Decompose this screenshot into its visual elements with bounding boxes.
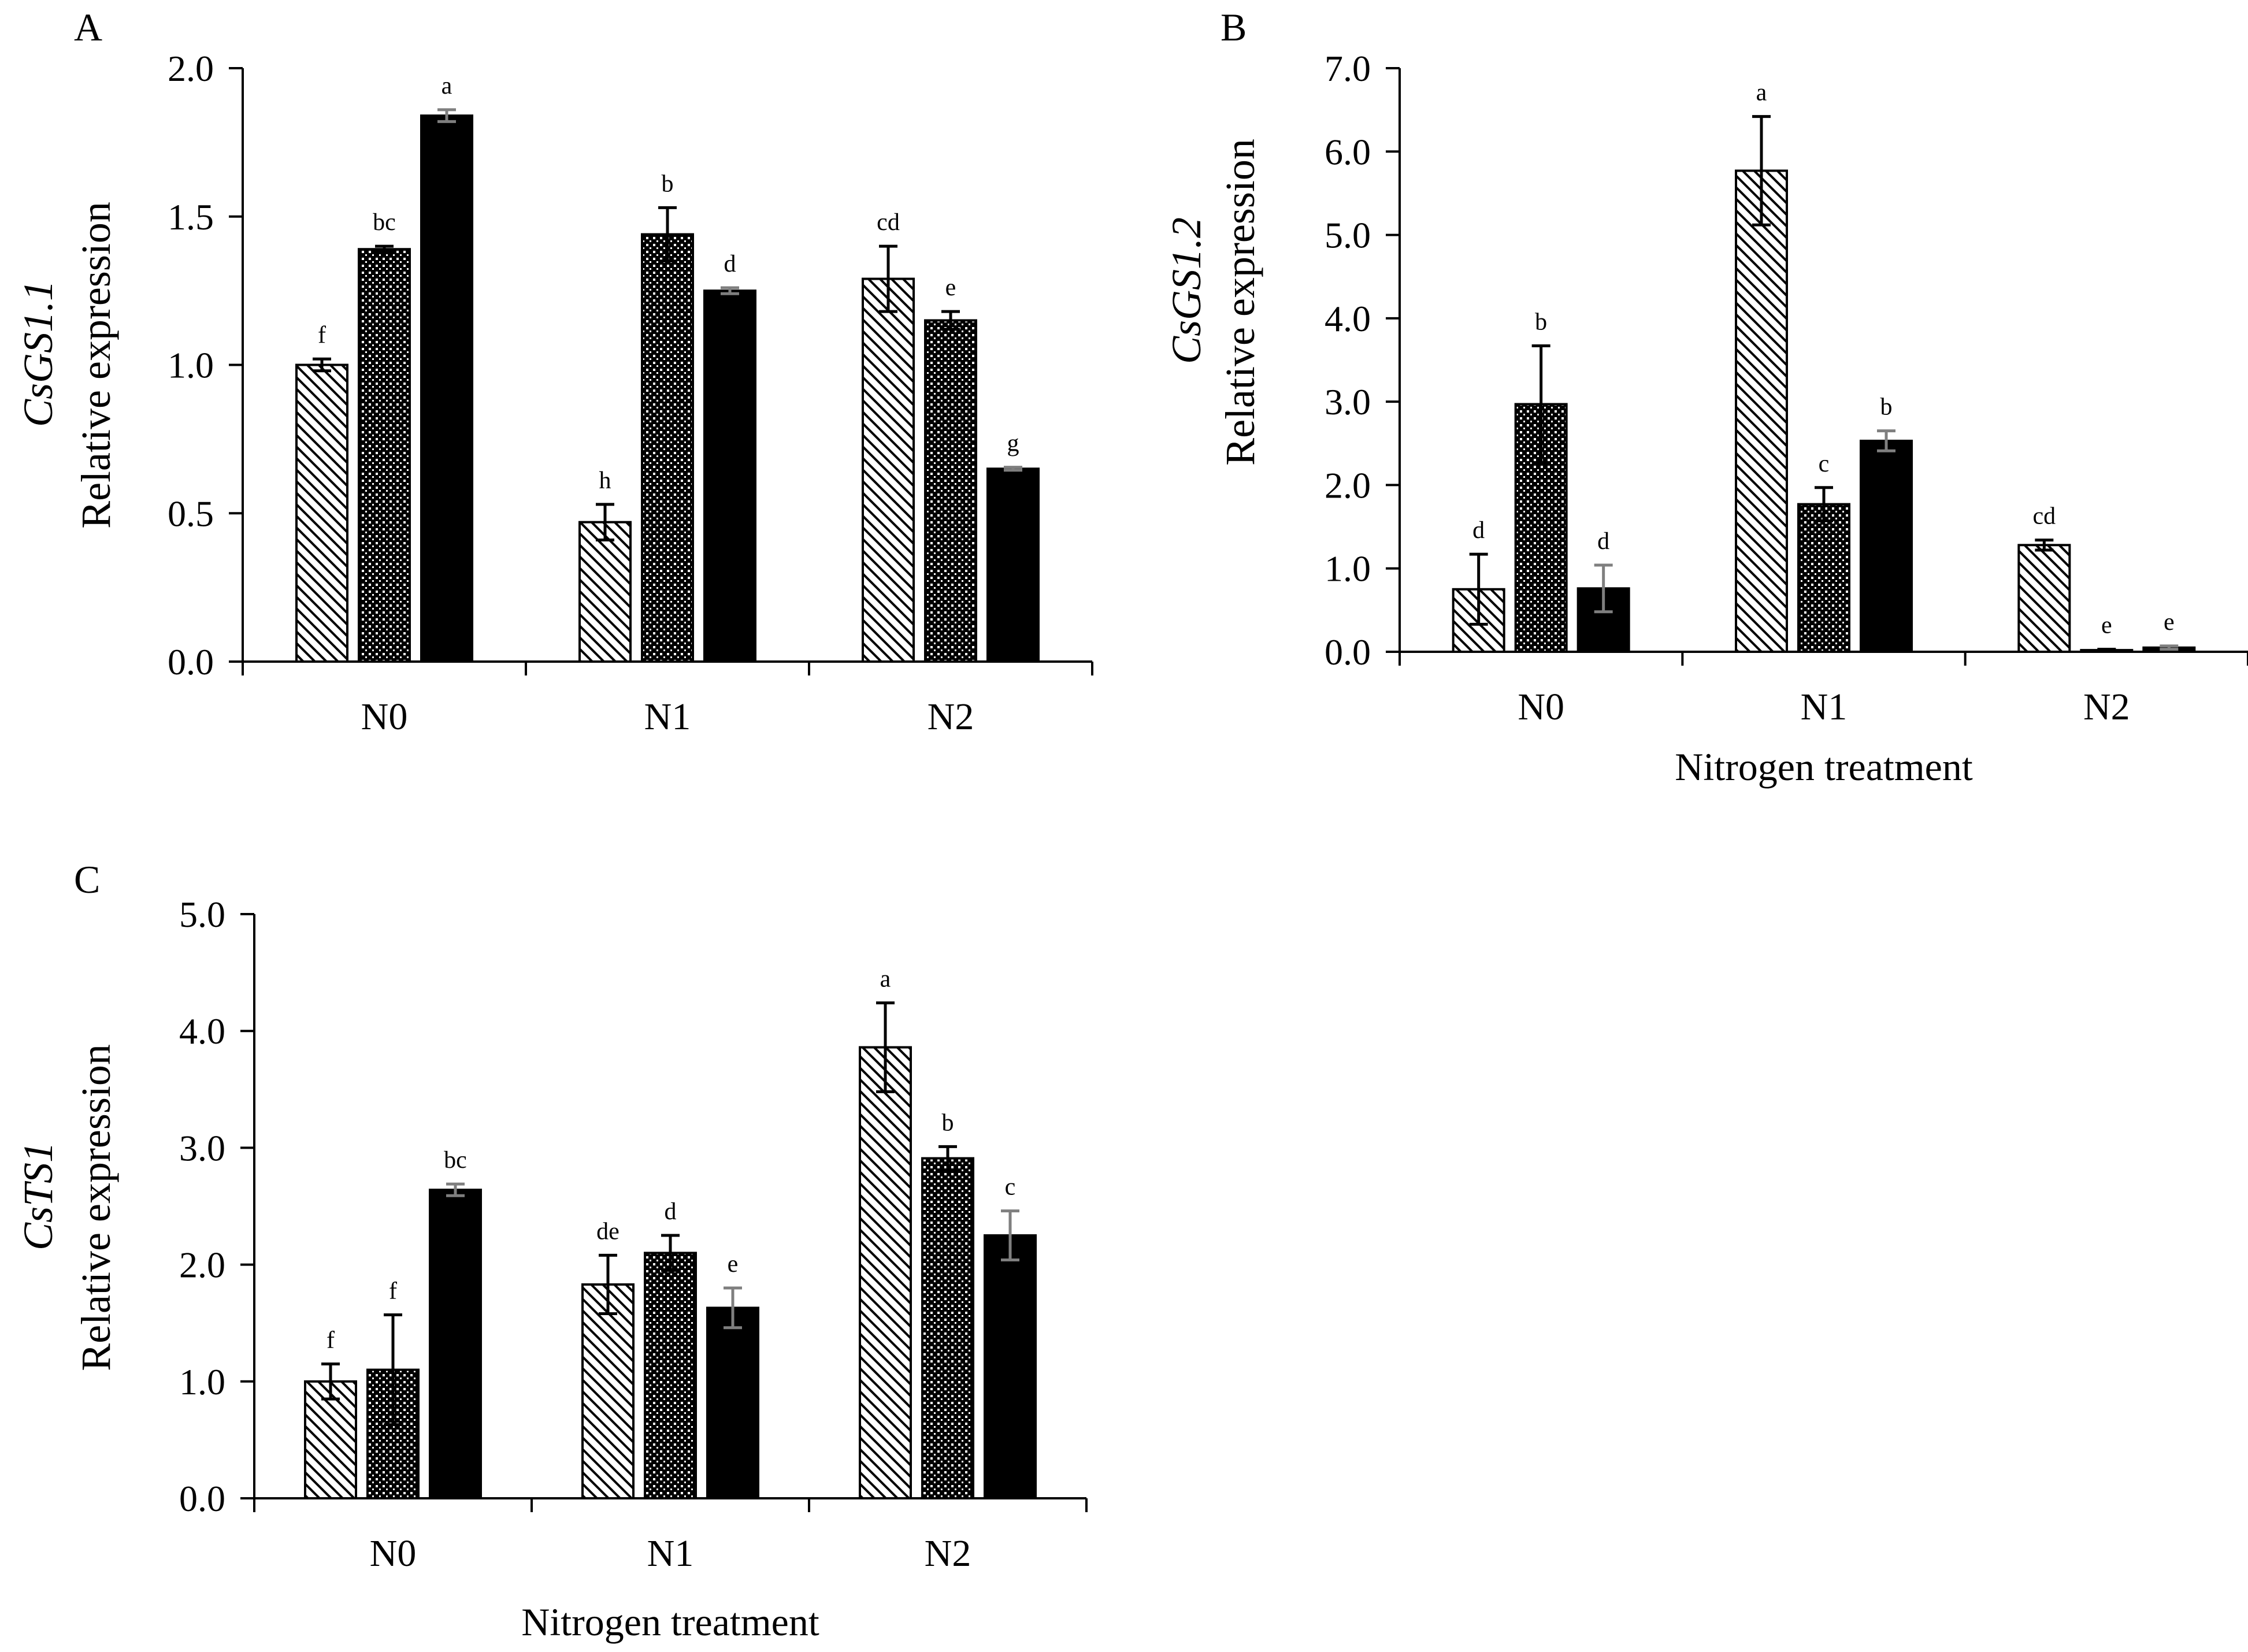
y-tick-label: 5.0 [1325, 215, 1371, 256]
bar-series-3 [706, 1306, 759, 1500]
category-label: N1 [644, 696, 691, 738]
x-axis-label: Nitrogen treatment [521, 1600, 819, 1644]
significance-label: f [389, 1278, 397, 1305]
bar-series-1 [2017, 544, 2071, 653]
bar-series-2 [1797, 503, 1850, 653]
chart-panels: A0.00.51.01.52.0N0fbcaN1hbdN2cdegRelativ… [15, 5, 2248, 1644]
category-label: N2 [928, 696, 974, 738]
category-label: N1 [1801, 686, 1848, 728]
y-tick-label: 1.0 [1325, 548, 1371, 589]
significance-label: a [880, 966, 891, 993]
y-tick-label: 5.0 [179, 894, 225, 935]
significance-label: b [1880, 394, 1893, 421]
significance-label: f [318, 322, 326, 348]
bar-series-1 [862, 277, 915, 663]
category-label: N0 [1518, 686, 1564, 728]
significance-label: e [2164, 609, 2175, 636]
significance-label: e [728, 1251, 739, 1278]
bar-series-3 [1576, 587, 1630, 653]
y-tick-label: 6.0 [1325, 131, 1371, 172]
bar-series-1 [578, 521, 632, 663]
y-tick-label: 0.0 [168, 641, 214, 682]
y-tick-label: 3.0 [179, 1127, 225, 1168]
y-axis-label: Relative expression [1217, 139, 1263, 466]
bar-series-2 [921, 1157, 974, 1499]
significance-label: b [662, 170, 674, 197]
bar-series-2 [641, 233, 694, 663]
bar-series-3 [703, 289, 756, 663]
significance-label: a [442, 73, 452, 99]
significance-label: d [665, 1198, 677, 1225]
significance-label: b [1535, 309, 1547, 335]
panel-letter: A [74, 5, 102, 49]
bar-series-3 [1860, 439, 1913, 653]
y-tick-label: 1.0 [179, 1361, 225, 1402]
y-tick-label: 2.0 [179, 1245, 225, 1286]
x-axis-label: Nitrogen treatment [1675, 745, 1973, 789]
y-tick-label: 2.0 [168, 48, 214, 89]
bar-series-3 [986, 467, 1040, 663]
significance-label: cd [2033, 503, 2056, 530]
significance-label: bc [444, 1147, 467, 1174]
y-tick-label: 0.0 [1325, 632, 1371, 673]
significance-label: c [1819, 451, 1830, 477]
y-tick-label: 0.0 [179, 1478, 225, 1519]
significance-label: a [1756, 80, 1767, 106]
chart-panel-c: C0.01.02.03.04.05.0N0ffbcN1dedeN2abcRela… [15, 857, 1088, 1644]
y-tick-label: 2.0 [1325, 465, 1371, 506]
significance-label: h [599, 467, 611, 494]
significance-label: d [1597, 528, 1609, 555]
chart-panel-b: B 0.0 1.0 2.0 3.0 4.0 5.0 6.0 7.0 N0 d b d N1 a c b N2 cd e… [1163, 5, 2248, 789]
y-tick-label: 3.0 [1325, 381, 1371, 422]
bar-series-2 [644, 1252, 697, 1499]
significance-label: cd [877, 209, 900, 236]
bar-series-3 [984, 1234, 1037, 1500]
significance-label: f [327, 1327, 335, 1353]
bar-series-3 [420, 114, 473, 663]
significance-label: e [945, 274, 956, 301]
y-tick-label: 7.0 [1325, 48, 1371, 89]
significance-label: e [2101, 612, 2112, 639]
y-axis-gene-label: CsGS1.1 [15, 280, 61, 427]
chart-panel-a: A 0.0 0.5 1.0 1.5 2.0 N0 f bc a N1 h b d N2 cd e g Relativ… [15, 5, 1093, 738]
y-tick-label: 1.0 [168, 345, 214, 386]
category-label: N0 [361, 696, 408, 738]
y-axis-gene-label: CsGS1.2 [1163, 217, 1210, 364]
significance-label: b [942, 1109, 954, 1136]
panel-letter: C [74, 857, 100, 901]
bar-series-3 [429, 1189, 482, 1499]
significance-label: d [1472, 517, 1485, 544]
category-label: N2 [2083, 686, 2130, 728]
category-label: N1 [647, 1532, 694, 1575]
y-tick-label: 4.0 [179, 1011, 225, 1052]
y-axis-label: Relative expression [73, 202, 119, 529]
significance-label: g [1007, 430, 1019, 457]
significance-label: bc [373, 209, 396, 236]
bar-series-2 [358, 248, 411, 663]
panel-letter: B [1221, 5, 1247, 49]
significance-label: c [1005, 1174, 1016, 1201]
bar-series-2 [924, 319, 977, 663]
bar-series-1 [859, 1046, 912, 1500]
category-label: N2 [925, 1532, 971, 1575]
y-tick-label: 0.5 [168, 493, 214, 534]
bar-series-1 [581, 1283, 635, 1500]
bar-series-1 [1735, 169, 1788, 653]
significance-label: de [596, 1218, 620, 1245]
bar-series-1 [295, 363, 348, 663]
y-tick-label: 4.0 [1325, 298, 1371, 339]
category-label: N0 [370, 1532, 417, 1575]
y-axis-label: Relative expression [73, 1044, 119, 1371]
y-tick-label: 1.5 [168, 196, 214, 237]
y-axis-gene-label: CsTS1 [15, 1142, 61, 1250]
significance-label: d [724, 251, 736, 277]
